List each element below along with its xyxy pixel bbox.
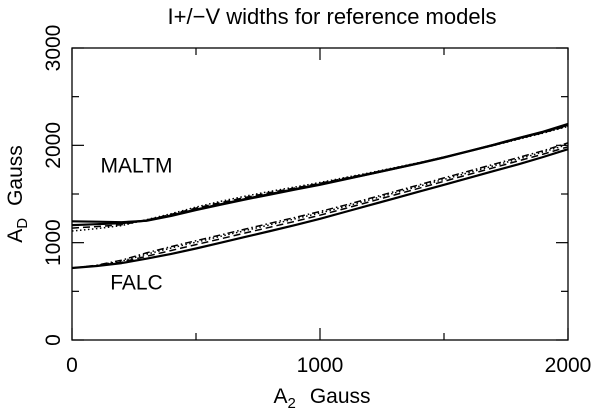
- x-tick-label: 2000: [545, 354, 592, 377]
- y-tick-label: 2000: [42, 122, 65, 169]
- x-tick-labels: 0 1000 2000: [66, 354, 591, 377]
- annotation-falc: FALC: [110, 271, 163, 294]
- series-line-falc-dashed-5: [71, 146, 569, 269]
- y-axis-label-main: A: [4, 229, 27, 243]
- series-line-maltm-dotted-3: [71, 125, 569, 232]
- y-tick-label: 1000: [42, 219, 65, 266]
- chart-title: I+/−V widths for reference models: [168, 4, 497, 29]
- y-axis-label: AD Gauss: [4, 145, 31, 243]
- axis-ticks: [71, 47, 569, 341]
- series-line-maltm-dashed-2: [71, 125, 569, 229]
- x-axis-label-unit: Gauss: [310, 385, 371, 408]
- y-axis-label-unit: Gauss: [4, 145, 27, 206]
- x-axis-label: A2 Gauss: [273, 385, 370, 412]
- x-tick-label: 1000: [297, 354, 344, 377]
- x-tick-label: 0: [66, 354, 78, 377]
- annotation-maltm: MALTM: [101, 155, 173, 178]
- x-axis-label-main: A: [273, 385, 287, 408]
- y-tick-labels: 0 1000 2000 3000: [42, 25, 65, 346]
- plot-frame: [71, 47, 569, 341]
- series-line-falc-dotted-6: [71, 143, 569, 269]
- y-tick-label: 3000: [42, 25, 65, 72]
- series-layer: [71, 122, 569, 270]
- x-axis-label-sub: 2: [287, 395, 295, 412]
- y-axis-label-sub: D: [14, 218, 31, 229]
- y-tick-label: 0: [42, 334, 65, 346]
- series-line-falc-solid-4: [71, 148, 569, 270]
- series-line-falc-dashdot-7: [71, 142, 569, 269]
- annotation-layer: MALTM FALC: [101, 155, 173, 295]
